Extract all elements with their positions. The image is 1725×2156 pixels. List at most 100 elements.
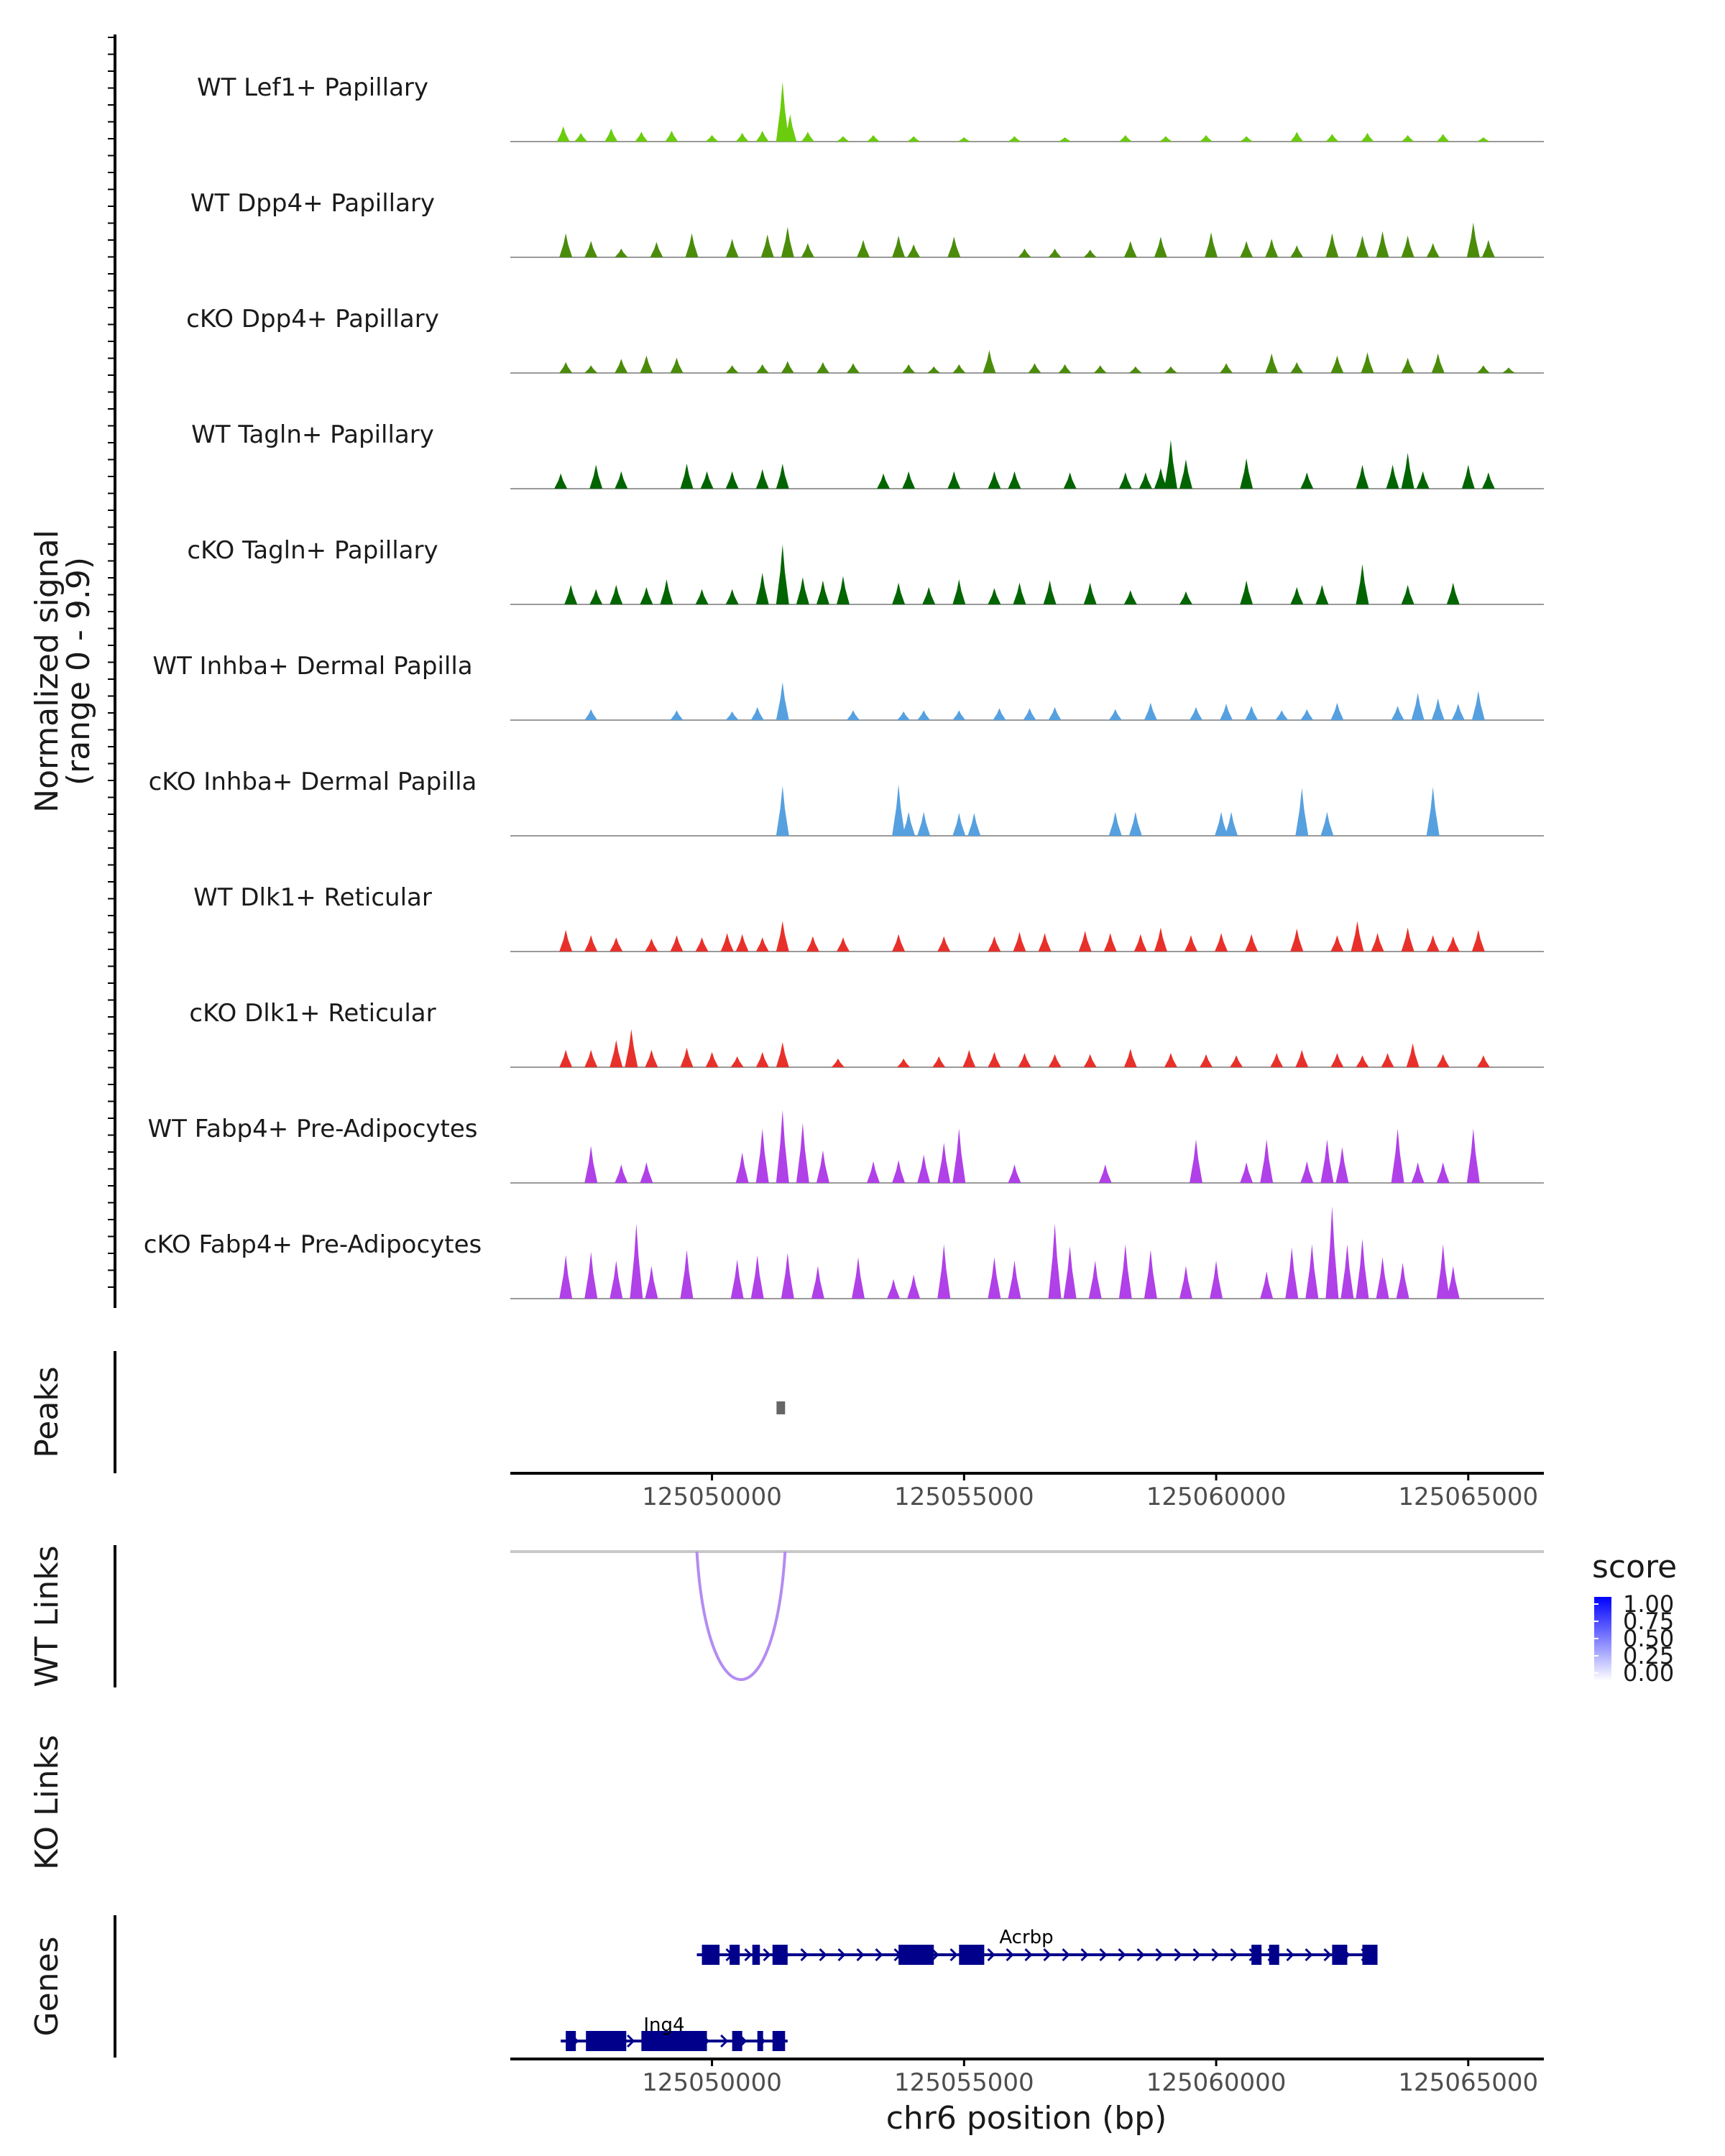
coverage-peak (735, 934, 749, 952)
coverage-peak (584, 1049, 598, 1067)
coverage-peak (1058, 137, 1072, 142)
coverage-peak (892, 235, 906, 257)
coverage-peak (796, 1123, 809, 1183)
coverage-peak (1471, 691, 1485, 720)
strand-arrow (1230, 1948, 1238, 1962)
coverage-peak (1240, 1162, 1254, 1183)
coverage-y-label-line1: Normalized signal (29, 530, 65, 813)
coverage-peak (1300, 1161, 1314, 1183)
track-label: WT Dlk1+ Reticular (193, 883, 432, 912)
strand-arrow (819, 1948, 827, 1962)
coverage-track: WT Lef1+ Papillary (197, 73, 1544, 142)
coverage-peak (776, 921, 789, 952)
coverage-peak (781, 361, 794, 373)
strand-arrow (1006, 1948, 1014, 1962)
coverage-peak (1240, 241, 1254, 257)
coverage-peak (670, 710, 684, 720)
strand-arrow (837, 1948, 846, 1962)
coverage-peak (1325, 134, 1339, 142)
coverage-track: cKO Dpp4+ Papillary (186, 305, 1544, 374)
peak-intervals (776, 1401, 786, 1414)
coverage-peak (1164, 1053, 1177, 1067)
coverage-peak (1154, 236, 1167, 257)
coverage-peak (1098, 1164, 1112, 1183)
coverage-peak (1406, 1043, 1420, 1067)
genes-x-tick-label: 125055000 (894, 2068, 1034, 2097)
coverage-peak (1210, 1260, 1223, 1299)
coverage-peak (1154, 468, 1167, 489)
coverage-peak (735, 132, 749, 142)
coverage-peak (892, 934, 906, 952)
coverage-peak (705, 1051, 719, 1067)
coverage-peak (988, 471, 1001, 489)
coverage-peak (1118, 134, 1132, 142)
coverage-peak (554, 473, 568, 489)
coverage-peak (1290, 132, 1304, 142)
coverage-peak (781, 226, 794, 257)
coverage-peak (1436, 1054, 1450, 1067)
coverage-peak (962, 1049, 976, 1067)
track-label: WT Inhba+ Dermal Papilla (152, 652, 472, 681)
coverage-peak (1481, 239, 1495, 257)
gene-exon (732, 2031, 742, 2051)
coverage-peak (1270, 1053, 1284, 1067)
gene-exon (702, 1945, 720, 1965)
coverage-peak (1200, 1054, 1213, 1067)
strand-arrow (1099, 1948, 1108, 1962)
coverage-peak (1325, 233, 1339, 257)
coverage-peak (1356, 1055, 1369, 1067)
coverage-peak (559, 1255, 573, 1299)
coverage-peak (574, 132, 588, 142)
coverage-peak (1446, 1266, 1460, 1299)
coverage-peak (1431, 698, 1445, 720)
coverage-peak (1471, 929, 1485, 952)
coverage-peak (1088, 1260, 1102, 1299)
coverage-track: WT Inhba+ Dermal Papilla (152, 652, 1544, 721)
coverage-peak (695, 589, 709, 604)
gene-name-label: Ing4 (643, 2014, 684, 2036)
coverage-track: cKO Tagln+ Papillary (187, 536, 1544, 605)
coverage-peak (1018, 1053, 1031, 1067)
gene-models: Acrbp Ing4 (561, 1927, 1378, 2051)
genes-x-ticks: 125050000 125055000 125060000 125065000 (642, 2059, 1538, 2097)
coverage-peak (1078, 931, 1092, 952)
coverage-peak (897, 1058, 911, 1067)
coverage-peak (993, 708, 1006, 720)
coverage-peak (897, 711, 911, 720)
coverage-peak (564, 584, 578, 604)
genes-y-label: Genes (29, 1936, 65, 2036)
coverage-peak (725, 365, 739, 373)
coverage-peak (559, 233, 573, 257)
coverage-peak (670, 935, 684, 952)
coverage-peak (1123, 1049, 1137, 1067)
coverage-peak (1144, 702, 1157, 720)
coverage-peak (1063, 1246, 1077, 1299)
coverage-peak (937, 1142, 951, 1183)
coverage-peak (630, 1223, 643, 1299)
coverage-peak (1093, 365, 1107, 373)
coverage-peak (1290, 586, 1304, 604)
coverage-track: WT Tagln+ Papillary (191, 420, 1544, 489)
coverage-peak (1038, 933, 1052, 952)
coverage-peak (988, 588, 1001, 604)
strand-arrow (987, 1948, 995, 1962)
coverage-peak (1189, 1139, 1202, 1183)
coverage-peak (947, 471, 961, 489)
coverage-peak (1215, 933, 1228, 952)
legend-tick-label: 0.00 (1623, 1659, 1674, 1687)
coverage-peak (680, 1047, 694, 1067)
coverage-peak (1431, 353, 1445, 373)
gene-exon (730, 1945, 740, 1965)
coverage-peak (589, 589, 603, 604)
coverage-peak (1043, 580, 1057, 604)
coverage-peak (705, 134, 719, 142)
peaks-x-tick-label: 125055000 (894, 1483, 1034, 1511)
peaks-x-tick-label: 125065000 (1398, 1483, 1538, 1511)
coverage-peak (988, 1257, 1001, 1299)
coverage-peak (1436, 134, 1450, 142)
strand-arrow (1305, 1948, 1313, 1962)
coverage-peak (1118, 472, 1132, 489)
coverage-peak (1300, 472, 1314, 489)
coverage-peak (952, 710, 966, 720)
coverage-peak (730, 1259, 744, 1299)
